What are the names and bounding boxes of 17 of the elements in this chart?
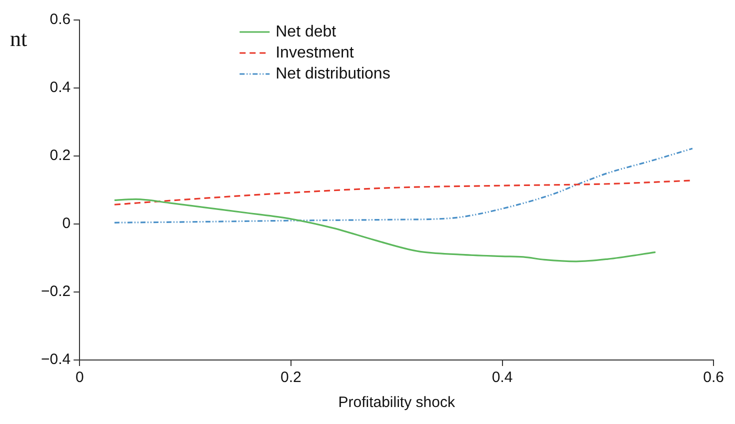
legend-label: Net distributions [276,65,390,82]
legend-label: Net debt [276,23,337,40]
y-tick-label: 0.4 [50,79,71,96]
y-tick-label: 0.2 [50,147,71,164]
x-tick-label: 0.4 [492,369,513,386]
y-tick-label: −0.4 [40,351,71,368]
x-axis-title: Profitability shock [338,394,456,412]
y-tick-label: 0 [62,215,71,232]
x-tick-label: 0 [75,369,84,386]
y-tick-label: −0.2 [40,283,71,300]
x-tick-label: 0.2 [280,369,302,386]
legend-label: Investment [276,44,354,62]
line-series [114,198,656,262]
y-tick-label: 0.6 [50,11,71,28]
line-series [114,148,694,224]
y-axis-title: nt [10,26,28,51]
x-tick-label: 0.6 [703,369,724,386]
